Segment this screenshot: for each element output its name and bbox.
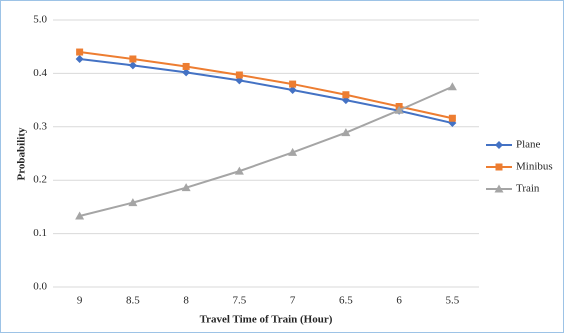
marker [76,48,84,56]
marker [288,85,297,94]
legend-marker [494,184,504,193]
x-tick-label: 6 [396,295,402,307]
y-tick-label: 0.4 [33,67,47,79]
marker [128,61,137,70]
marker [288,147,298,156]
marker [128,198,138,207]
marker [289,80,297,88]
y-tick-label: 0.1 [33,227,47,239]
line [79,51,453,120]
y-axis-title: Probability [16,127,28,180]
marker [75,211,85,220]
line [79,57,453,125]
legend-marker [495,163,503,171]
marker [75,54,84,63]
x-tick-label: 5.5 [446,295,460,307]
legend-label: Train [516,183,540,195]
legend-marker [495,141,503,149]
marker [235,71,243,79]
marker [447,82,457,91]
x-tick-label: 9 [77,295,83,307]
y-tick-label: 0.0 [33,281,47,293]
legend-label: Minibus [516,161,553,173]
marker [448,114,456,122]
marker [182,68,191,77]
marker [394,105,404,114]
marker [342,91,350,99]
y-tick-label: 0.2 [33,174,47,186]
legend-label: Plane [516,139,541,151]
x-tick-label: 8.5 [126,295,140,307]
x-tick-label: 7 [290,295,296,307]
line [79,85,453,217]
marker [129,55,137,63]
marker [341,128,351,137]
marker [182,62,190,70]
marker [234,166,244,175]
x-tick-label: 6.5 [339,295,353,307]
x-axis-title: Travel Time of Train (Hour) [200,314,333,326]
x-tick-label: 7.5 [233,295,247,307]
marker [181,183,191,192]
x-tick-label: 8 [183,295,189,307]
y-tick-label: 0.3 [33,120,47,132]
y-tick-label: 5.0 [33,14,47,26]
